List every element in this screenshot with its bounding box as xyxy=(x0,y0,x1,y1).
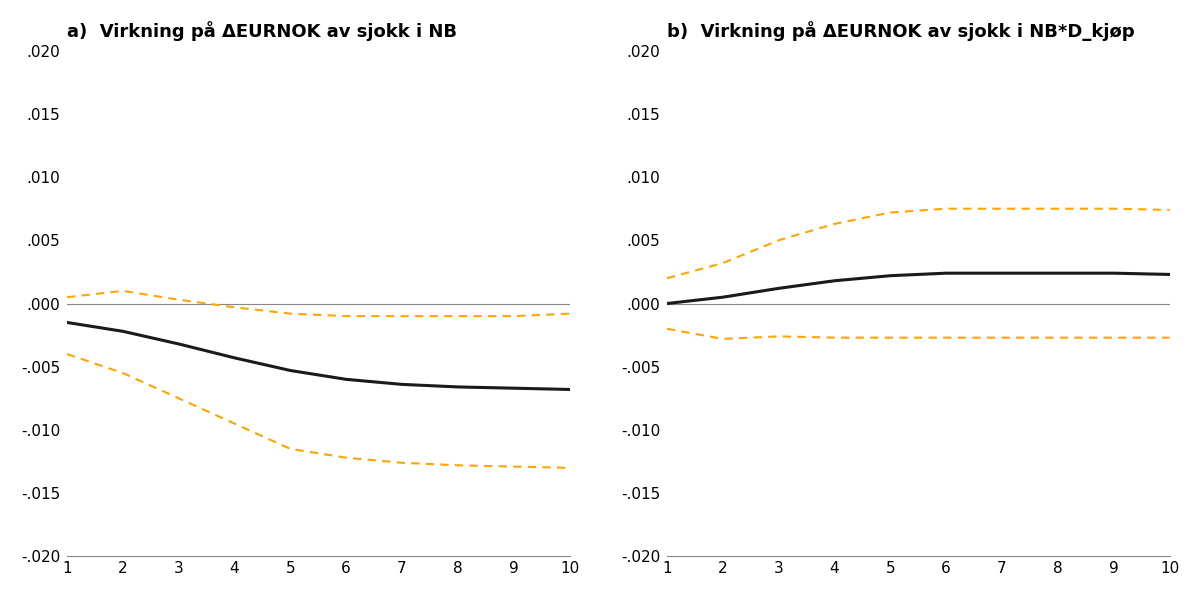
Text: b)  Virkning på ΔEURNOK av sjokk i NB*D_kjøp: b) Virkning på ΔEURNOK av sjokk i NB*D_k… xyxy=(667,21,1135,41)
Text: a)  Virkning på ΔEURNOK av sjokk i NB: a) Virkning på ΔEURNOK av sjokk i NB xyxy=(67,21,457,41)
